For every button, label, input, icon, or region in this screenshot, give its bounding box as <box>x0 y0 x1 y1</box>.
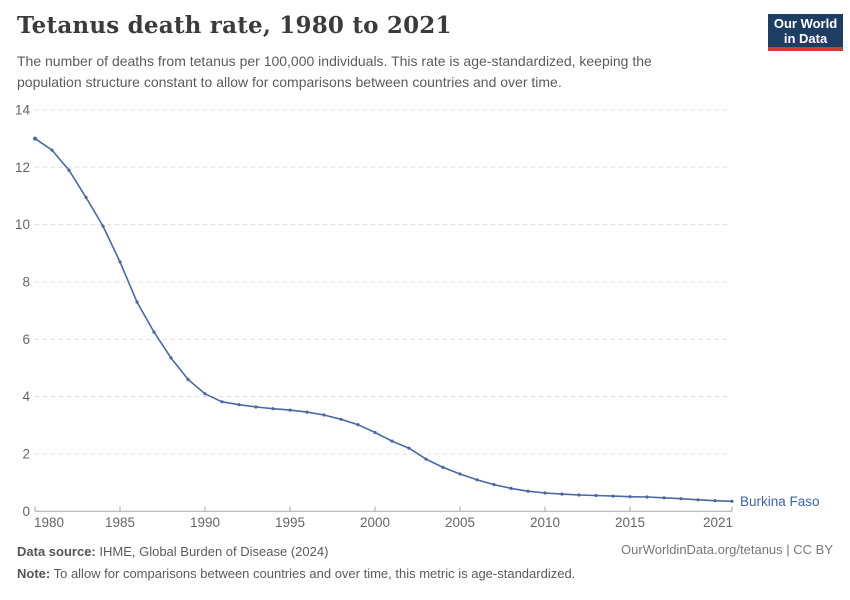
data-point <box>220 400 224 404</box>
data-point <box>254 405 258 409</box>
data-point <box>407 446 411 450</box>
note-text: To allow for comparisons between countri… <box>50 566 576 581</box>
data-point <box>679 497 683 501</box>
data-point <box>50 148 54 152</box>
data-source-label: Data source: <box>17 544 96 559</box>
data-point <box>662 496 666 500</box>
y-axis-tick-label: 14 <box>15 103 31 118</box>
data-point <box>118 260 122 264</box>
data-point <box>271 407 275 411</box>
data-point <box>33 136 37 141</box>
data-point <box>560 492 564 496</box>
data-point <box>390 439 394 443</box>
data-point <box>594 493 598 498</box>
note-line: Note: To allow for comparisons between c… <box>17 563 575 585</box>
x-axis-tick-label: 2005 <box>445 515 475 530</box>
y-axis-tick-label: 0 <box>22 504 30 519</box>
owid-logo[interactable]: Our World in Data <box>768 14 843 51</box>
x-axis-tick-label: 1980 <box>34 515 64 530</box>
x-axis-tick-label: 1990 <box>190 515 220 530</box>
x-axis-tick-label: 2021 <box>703 515 733 530</box>
owid-logo-stripe <box>768 47 843 51</box>
data-point <box>152 330 156 334</box>
data-point <box>526 489 530 493</box>
attribution-link[interactable]: OurWorldinData.org/tetanus | CC BY <box>621 542 833 557</box>
data-point <box>441 465 445 469</box>
chart-footer: Data source: IHME, Global Burden of Dise… <box>17 541 575 585</box>
x-axis-tick-label: 1995 <box>275 515 305 530</box>
data-point <box>339 417 343 421</box>
page-title: Tetanus death rate, 1980 to 2021 <box>17 12 452 39</box>
data-point <box>67 168 71 172</box>
data-point <box>135 300 139 304</box>
data-point <box>509 486 513 490</box>
data-point <box>288 408 292 412</box>
data-point <box>186 377 190 381</box>
y-axis-tick-label: 12 <box>15 160 30 175</box>
x-axis-tick-label: 2015 <box>615 515 645 530</box>
y-axis-tick-label: 2 <box>22 447 30 462</box>
chart-subtitle: The number of deaths from tetanus per 10… <box>17 53 652 90</box>
series-label-burkina-faso[interactable]: Burkina Faso <box>740 494 820 509</box>
data-point <box>611 494 615 498</box>
data-point <box>458 472 462 476</box>
data-point <box>373 430 377 435</box>
data-point <box>730 499 734 503</box>
data-source-text: IHME, Global Burden of Disease (2024) <box>95 544 329 559</box>
data-point <box>424 457 428 461</box>
y-axis-tick-label: 8 <box>22 275 30 290</box>
data-point <box>203 392 207 396</box>
data-point <box>475 478 479 482</box>
data-point <box>577 493 581 497</box>
data-point <box>645 495 649 499</box>
data-point <box>237 403 241 407</box>
data-point <box>84 195 88 199</box>
data-source-line: Data source: IHME, Global Burden of Dise… <box>17 541 575 563</box>
x-axis-tick-label: 2010 <box>530 515 560 530</box>
data-point <box>356 423 360 427</box>
data-point <box>492 483 496 487</box>
data-point <box>101 224 105 228</box>
data-point <box>169 356 173 360</box>
y-axis-tick-label: 10 <box>15 217 30 232</box>
data-point <box>322 413 326 417</box>
line-series-burkina-faso[interactable] <box>34 137 733 503</box>
x-axis-tick-label: 1985 <box>105 515 135 530</box>
y-axis-tick-label: 4 <box>22 389 30 404</box>
note-label: Note: <box>17 566 51 581</box>
x-axis-tick-label: 2000 <box>360 515 390 530</box>
data-point <box>305 410 309 414</box>
y-axis-tick-label: 6 <box>22 332 30 347</box>
owid-logo-text: Our World in Data <box>773 16 838 46</box>
data-point <box>628 495 632 499</box>
data-point <box>543 491 547 495</box>
data-point <box>713 499 717 503</box>
data-point <box>696 498 700 502</box>
